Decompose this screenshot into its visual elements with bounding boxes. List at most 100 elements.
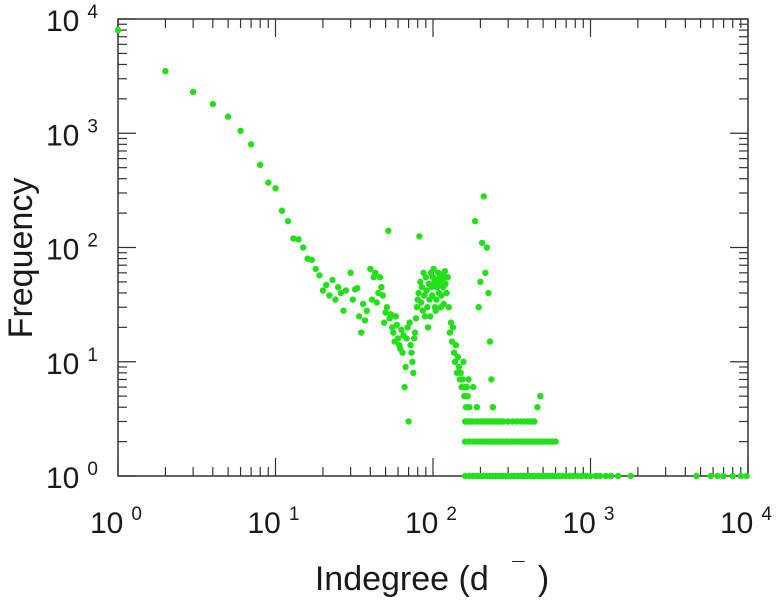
data-point	[393, 321, 401, 329]
data-point	[392, 313, 399, 320]
y-axis-label: Frequency	[2, 178, 40, 339]
data-point	[412, 315, 420, 322]
data-point	[417, 299, 425, 306]
data-point	[342, 287, 350, 294]
data-point	[312, 265, 319, 273]
data-point	[471, 218, 479, 225]
data-point	[480, 193, 487, 200]
data-point	[454, 353, 462, 361]
data-point	[237, 127, 244, 134]
data-point	[332, 296, 339, 303]
data-point	[349, 296, 357, 303]
data-point	[737, 472, 744, 480]
data-point	[720, 472, 727, 480]
data-point	[460, 358, 467, 365]
data-point	[428, 283, 435, 291]
x-axis-label-close: )	[538, 560, 549, 598]
data-point	[465, 376, 472, 383]
x-tick-label: 10 0	[90, 504, 142, 540]
data-point	[399, 349, 406, 356]
data-point	[445, 304, 452, 311]
data-point	[209, 100, 216, 108]
data-point	[729, 472, 736, 480]
data-points	[114, 26, 750, 480]
data-point	[452, 341, 460, 349]
data-point	[430, 265, 437, 273]
data-point	[290, 235, 297, 242]
plot-frame	[117, 18, 749, 477]
data-point	[408, 349, 415, 356]
data-point	[463, 383, 470, 391]
y-tick-label: 10 3	[46, 116, 98, 152]
data-point	[552, 438, 559, 445]
data-point	[421, 313, 429, 320]
data-point	[450, 349, 458, 356]
data-point	[459, 376, 466, 383]
data-point	[438, 292, 445, 299]
data-point	[416, 233, 423, 240]
data-point	[401, 383, 408, 391]
data-point	[449, 324, 457, 331]
data-point	[500, 418, 507, 425]
data-point	[447, 319, 455, 326]
data-point	[335, 283, 342, 291]
minor-ticks	[118, 19, 748, 476]
data-point	[466, 404, 473, 411]
data-point	[615, 472, 622, 480]
x-tick-label: 10 2	[405, 504, 457, 540]
data-point	[451, 358, 459, 365]
data-point	[422, 274, 429, 281]
data-point	[354, 285, 361, 292]
data-point	[446, 329, 454, 336]
data-point	[308, 256, 315, 263]
data-point	[475, 304, 482, 311]
data-point	[707, 472, 714, 480]
data-point	[488, 376, 495, 383]
data-point	[411, 329, 419, 336]
data-point	[537, 392, 544, 400]
x-axis-label-main: Indegree (d	[315, 560, 489, 598]
data-point	[359, 300, 367, 308]
data-point	[440, 300, 447, 308]
data-point	[531, 418, 538, 425]
data-point	[247, 141, 255, 148]
data-point	[424, 304, 431, 311]
data-point	[464, 392, 471, 400]
data-point	[433, 296, 440, 303]
data-point	[379, 292, 386, 299]
data-point	[323, 281, 330, 289]
data-point	[419, 307, 426, 314]
data-point	[607, 472, 615, 480]
data-point	[340, 307, 347, 314]
data-point	[482, 269, 489, 276]
data-point	[189, 88, 197, 96]
data-point	[224, 113, 232, 120]
data-point	[356, 313, 363, 320]
data-point	[478, 239, 486, 246]
data-point	[410, 369, 417, 376]
data-point	[368, 296, 376, 303]
data-point	[442, 280, 449, 288]
data-point	[443, 289, 450, 297]
data-point	[402, 363, 409, 371]
y-tick-label: 10 2	[46, 231, 98, 267]
x-tick-label: 10 3	[563, 504, 615, 540]
x-axis-label: Indegree (d ¯ )	[315, 548, 549, 598]
data-point	[693, 472, 700, 480]
y-tick-label: 10 0	[46, 459, 98, 495]
data-point	[265, 179, 272, 186]
data-point	[358, 329, 365, 336]
data-point	[319, 287, 327, 294]
data-point	[504, 418, 512, 425]
data-point	[316, 272, 323, 279]
data-point	[418, 283, 426, 291]
data-point	[300, 244, 307, 251]
data-point	[429, 292, 436, 299]
data-point	[382, 309, 389, 316]
data-point	[372, 269, 379, 276]
data-point	[373, 299, 380, 306]
data-point	[587, 472, 594, 480]
x-tick-label: 10 1	[248, 504, 300, 540]
data-point	[326, 292, 333, 299]
